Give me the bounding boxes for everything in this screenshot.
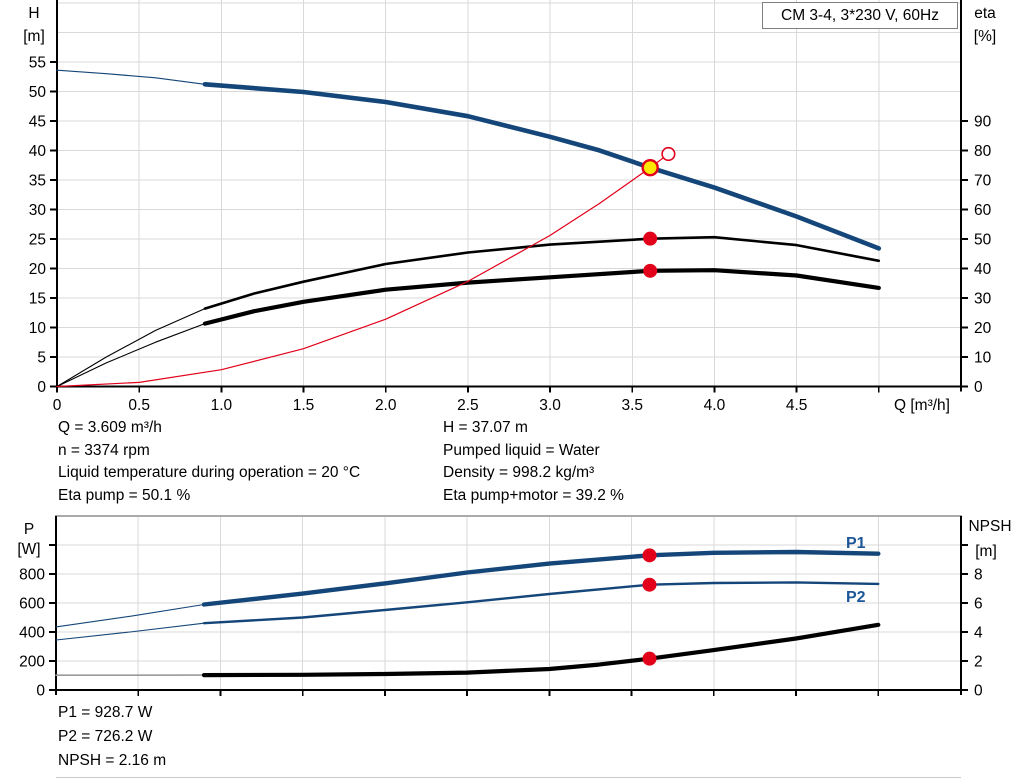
left-tick-label: 20	[29, 261, 47, 278]
h-axis-title-unit: [m]	[23, 28, 45, 45]
right-tick-label: 0	[974, 683, 983, 700]
p2-curve-label: P2	[846, 589, 866, 606]
readout-p2: P2 = 726.2 W	[58, 728, 153, 745]
marker-eta-pump-point	[643, 231, 658, 246]
right-tick-label: 40	[974, 261, 992, 278]
right-tick-label: 4	[974, 625, 983, 642]
marker-eta-pump-motor-point	[643, 263, 658, 278]
left-tick-label: 35	[29, 172, 46, 189]
series-p2	[202, 581, 880, 625]
left-tick-label: 200	[19, 654, 45, 671]
left-tick-label: 30	[29, 202, 47, 219]
right-tick-label: 70	[974, 172, 992, 189]
readout-block-left: Q = 3.609 m³/h n = 3374 rpm Liquid tempe…	[58, 417, 360, 508]
right-tick-label: 30	[974, 290, 992, 307]
right-tick-label: 0	[974, 379, 983, 396]
left-tick-label: 15	[29, 290, 46, 307]
pump-title-box: CM 3-4, 3*230 V, 60Hz	[762, 2, 958, 29]
x-axis-title: Q [m³/h]	[894, 397, 950, 414]
marker-requested-duty-point	[661, 146, 676, 162]
x-tick-label: 0	[53, 397, 62, 414]
h-axis-title-symbol: H	[28, 5, 40, 22]
readout-speed: n = 3374 rpm	[58, 441, 150, 459]
x-tick-label: 4.5	[786, 397, 808, 414]
series-p1	[201, 549, 881, 607]
right-tick-label: 2	[974, 654, 983, 671]
series-npsh	[201, 622, 881, 678]
p1-curve-label: P1	[846, 535, 866, 552]
left-tick-label: 25	[29, 231, 46, 248]
x-tick-label: 0.5	[128, 397, 150, 414]
x-tick-label: 1.0	[211, 397, 233, 414]
right-tick-label: 50	[974, 231, 992, 248]
x-tick-label: 3.5	[621, 397, 643, 414]
x-tick-label: 2.0	[375, 397, 397, 414]
readout-pumped-liquid: Pumped liquid = Water	[443, 441, 600, 459]
left-tick-label: 0	[37, 379, 46, 396]
right-tick-label: 20	[974, 320, 992, 337]
left-tick-label: 5	[37, 349, 46, 366]
p-axis-title: P [W]	[12, 520, 46, 559]
readout-block-right: H = 37.07 m Pumped liquid = Water Densit…	[443, 417, 624, 508]
readout-p1: P1 = 928.7 W	[58, 704, 153, 721]
series-eta-pump-thin	[56, 308, 206, 388]
series-p2-thin	[55, 622, 205, 641]
series-head	[202, 82, 882, 251]
eta-axis-title: eta [%]	[966, 2, 1004, 48]
readout-block-bottom: P1 = 928.7 W P2 = 726.2 W NPSH = 2.16 m	[58, 701, 166, 773]
x-tick-label: 3.0	[539, 397, 561, 414]
right-tick-label: 8	[974, 567, 983, 584]
left-tick-label: 50	[29, 84, 47, 101]
left-tick-label: 40	[29, 143, 47, 160]
series-p1-thin	[55, 603, 205, 628]
left-tick-label: 10	[29, 320, 47, 337]
h-axis-title: H [m]	[18, 2, 50, 48]
readout-liquid-temperature: Liquid temperature during operation = 20…	[58, 464, 361, 482]
left-tick-label: 400	[19, 625, 45, 642]
right-tick-label: 90	[974, 113, 992, 130]
series-head-thin	[56, 69, 206, 85]
readout-eta-pump-motor: Eta pump+motor = 39.2 %	[443, 487, 624, 505]
eta-axis-title-symbol: eta	[974, 5, 996, 22]
right-tick-label: 80	[974, 143, 992, 160]
npsh-axis-title-unit: [m]	[975, 543, 997, 560]
x-tick-label: 2.5	[457, 397, 479, 414]
left-tick-label: 0	[36, 683, 45, 700]
readout-npsh: NPSH = 2.16 m	[58, 752, 167, 769]
marker-operating-point	[641, 159, 659, 177]
left-tick-label: 55	[29, 54, 46, 71]
right-tick-label: 6	[974, 596, 983, 613]
p-axis-title-unit: [W]	[17, 540, 41, 558]
p-axis-title-symbol: P	[23, 521, 35, 538]
bottom-separator	[56, 777, 961, 778]
series-eta-pump	[203, 235, 881, 310]
readout-density: Density = 998.2 kg/m³	[443, 464, 595, 482]
series-eta-pump-motor-thin	[56, 323, 206, 388]
x-tick-label: 4.0	[704, 397, 726, 414]
readout-flow: Q = 3.609 m³/h	[58, 419, 162, 436]
marker-npsh-point	[642, 651, 657, 666]
right-tick-label: 10	[974, 349, 992, 366]
readout-eta-pump: Eta pump = 50.1 %	[58, 487, 191, 505]
series-eta-pump-motor	[202, 268, 881, 326]
left-tick-label: 600	[19, 596, 45, 613]
npsh-axis-title: NPSH	[968, 518, 1012, 535]
readout-head: H = 37.07 m	[443, 419, 528, 436]
right-tick-label: 60	[974, 202, 992, 219]
series-system-curve	[56, 153, 670, 388]
left-tick-label: 45	[29, 113, 46, 130]
eta-axis-title-unit: [%]	[973, 28, 997, 45]
marker-p2-point	[642, 577, 657, 592]
x-tick-label: 1.5	[293, 397, 315, 414]
marker-p1-point	[642, 548, 657, 563]
left-tick-label: 800	[19, 567, 45, 584]
